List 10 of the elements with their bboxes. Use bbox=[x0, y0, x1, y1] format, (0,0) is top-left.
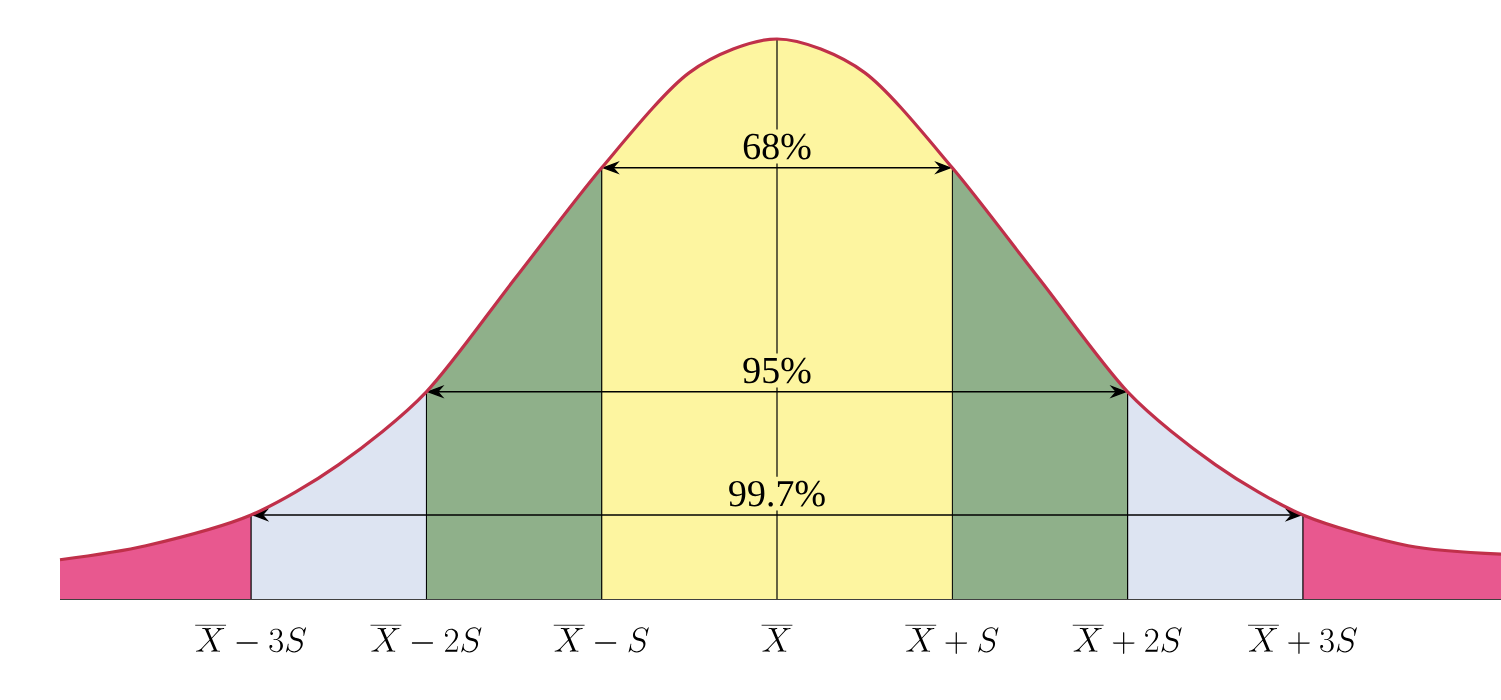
x-tick-label: $\overline{X}$ bbox=[761, 625, 793, 652]
x-tick-label: $\overline{X}-S$ bbox=[553, 625, 649, 653]
x-tick-label: $\overline{X}-3S$ bbox=[195, 625, 307, 653]
band-label: 99.7% bbox=[729, 480, 825, 507]
x-tick-label: $\overline{X}+2S$ bbox=[1072, 625, 1182, 654]
band-label: 68% bbox=[743, 133, 811, 160]
x-tick-label: $\overline{X}-2S$ bbox=[370, 625, 482, 653]
x-tick-label: $\overline{X}+3S$ bbox=[1248, 625, 1357, 654]
band-label: 95% bbox=[743, 357, 811, 384]
x-tick-label: $\overline{X}+S$ bbox=[905, 625, 999, 654]
